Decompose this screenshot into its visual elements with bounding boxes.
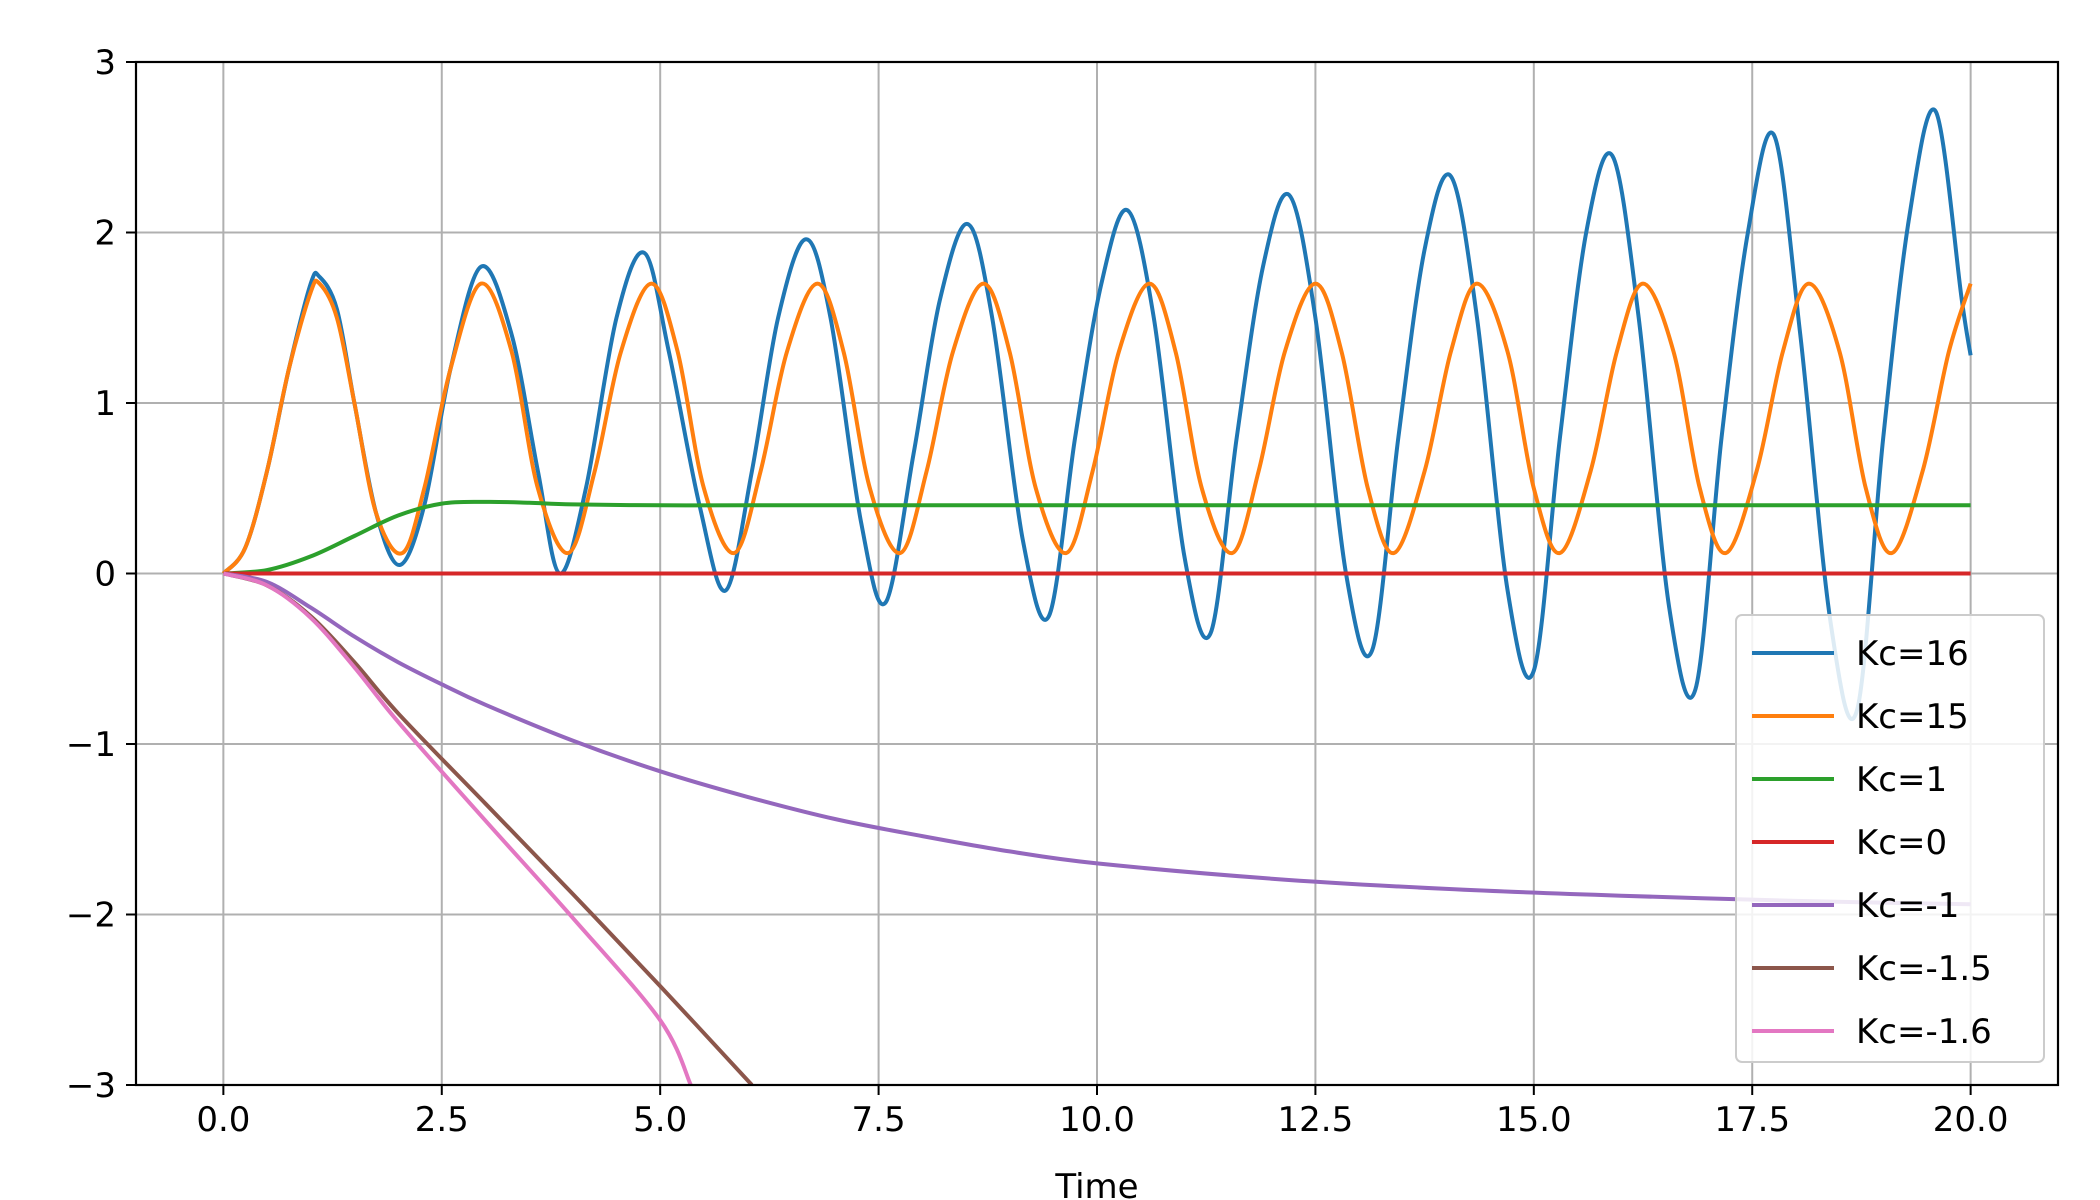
y-tick-label: 1	[94, 384, 116, 424]
legend-label: Kc=-1	[1856, 886, 1959, 926]
y-tick-label: 3	[94, 43, 116, 83]
x-tick-label: 5.0	[633, 1100, 687, 1140]
legend-label: Kc=15	[1856, 697, 1969, 737]
x-tick-label: 20.0	[1933, 1100, 2009, 1140]
x-axis-label: Time	[1054, 1167, 1138, 1200]
x-tick-label: 10.0	[1059, 1100, 1135, 1140]
y-tick-label: −1	[66, 725, 116, 765]
y-tick-label: 2	[94, 214, 116, 254]
legend-box	[1735, 614, 2045, 1063]
x-tick-label: 0.0	[196, 1100, 250, 1140]
y-tick-label: −3	[66, 1066, 116, 1106]
x-tick-label: 7.5	[852, 1100, 906, 1140]
legend-label: Kc=-1.6	[1856, 1012, 1992, 1052]
series-line-kc15	[221, 278, 1973, 575]
legend-label: Kc=0	[1856, 823, 1947, 863]
y-tick-label: 0	[94, 555, 116, 595]
legend-label: Kc=1	[1856, 760, 1947, 800]
legend-label: Kc=16	[1856, 634, 1969, 674]
x-tick-label: 2.5	[415, 1100, 469, 1140]
y-tick-label: −2	[66, 896, 116, 936]
series-line-kc-1.6	[222, 571, 693, 1085]
series-line-kc-1	[223, 571, 1971, 907]
x-tick-label: 15.0	[1496, 1100, 1572, 1140]
x-tick-label: 12.5	[1278, 1100, 1354, 1140]
legend-label: Kc=-1.5	[1856, 949, 1992, 989]
series-line-kc1	[223, 499, 1971, 576]
series-line-kc16	[221, 107, 1973, 721]
axis-ticks: 0.0 2.5 5.0 7.5 10.0 12.5 15.0 17.5 20.0 −3 −2 −1 0 1…	[66, 43, 2009, 1140]
series-lines	[221, 107, 1973, 1085]
x-tick-label: 17.5	[1714, 1100, 1790, 1140]
series-line-kc-1.5	[222, 571, 754, 1085]
legend: Kc=16 Kc=15 Kc=1 Kc=0 Kc=-1 Kc=-1.5 Kc=-1.6	[1735, 614, 2045, 1063]
